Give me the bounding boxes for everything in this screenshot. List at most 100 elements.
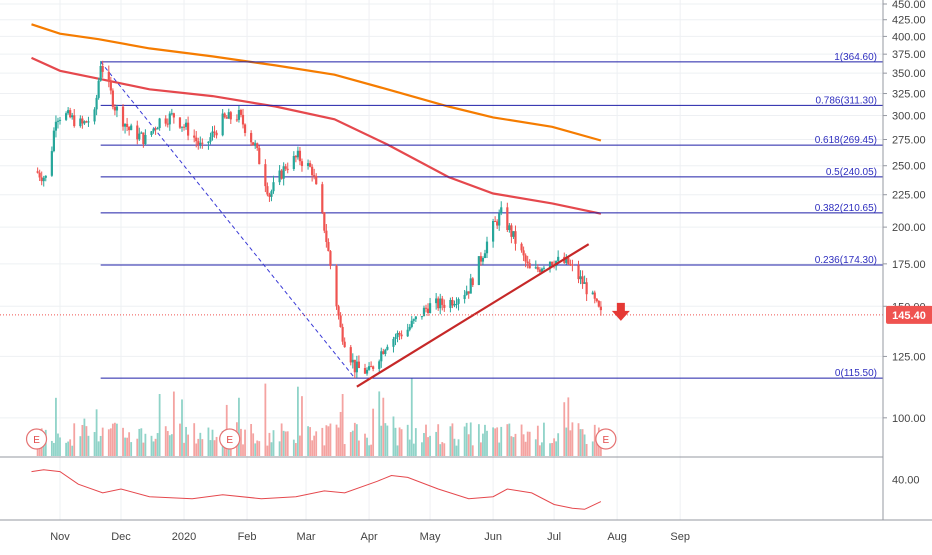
trendline <box>356 243 590 388</box>
time-axis-label: 2020 <box>172 531 196 543</box>
candle-body <box>201 142 204 144</box>
earnings-marker-label: E <box>33 435 40 446</box>
volume-bar <box>471 445 474 456</box>
volume-bar <box>179 423 181 456</box>
candle-body <box>479 256 482 262</box>
volume-bar <box>410 378 413 456</box>
volume-bar <box>154 438 157 456</box>
candle-body <box>408 326 411 330</box>
volume-bar <box>207 427 210 456</box>
oscillator-tick-label: 40.00 <box>892 474 920 486</box>
candle-body <box>67 110 70 114</box>
price-axis-label: 225.00 <box>892 190 926 202</box>
price-axis-label: 300.00 <box>892 111 926 123</box>
candle-body <box>367 366 371 370</box>
candle-body <box>492 221 495 242</box>
volume-bar <box>541 442 543 456</box>
volume-bar <box>201 439 204 456</box>
volume-bar <box>581 429 584 456</box>
volume-bar <box>583 434 586 456</box>
candle-body <box>514 231 517 244</box>
volume-bar <box>565 427 568 456</box>
time-axis-label: May <box>420 531 441 543</box>
candle-body <box>237 110 241 120</box>
volume-bar <box>144 433 147 456</box>
volume-bar <box>423 433 425 456</box>
price-axis-label: 350.00 <box>892 68 926 80</box>
volume-bar <box>67 441 70 456</box>
volume-bar <box>242 444 244 456</box>
volume-bar <box>382 397 385 456</box>
candle-body <box>113 106 116 111</box>
candle-body <box>241 114 245 125</box>
volume-bar <box>181 399 183 456</box>
earnings-marker-icon[interactable] <box>219 428 241 450</box>
candle-body <box>339 315 342 328</box>
volume-bar <box>349 432 352 456</box>
candle-body <box>250 132 253 143</box>
volume-bar <box>571 422 574 456</box>
candle-body <box>93 109 96 122</box>
price-axis-label: 375.00 <box>892 49 926 61</box>
candle-body <box>585 282 588 295</box>
volume-bar <box>311 440 314 456</box>
volume-bar <box>522 434 525 456</box>
candle-body <box>258 148 261 165</box>
earnings-marker-icon[interactable] <box>25 428 48 450</box>
volume-bar <box>372 408 375 456</box>
fib-level-label: 0.618(269.45) <box>815 135 877 146</box>
candle-body <box>477 256 480 285</box>
volume-bar <box>309 427 311 456</box>
volume-bar <box>486 430 488 456</box>
candle-body <box>400 334 403 337</box>
candle-body <box>79 118 82 127</box>
candle-body <box>286 168 289 170</box>
volume-bar <box>254 443 257 456</box>
volume-bar <box>286 431 289 456</box>
volume-bar <box>427 437 429 456</box>
candle-body <box>557 256 560 261</box>
volume-bar <box>313 435 316 456</box>
volume-bar <box>170 434 173 456</box>
volume-bar <box>339 411 342 456</box>
candle-body <box>158 118 161 128</box>
volume-bar <box>83 418 86 456</box>
fib-level-label: 0.5(240.05) <box>826 167 877 178</box>
candle-body <box>313 175 316 177</box>
volume-bar <box>579 429 582 456</box>
candle-body <box>323 212 326 231</box>
volume-bar <box>384 423 387 456</box>
volume-bar <box>526 431 529 456</box>
volume-bar <box>327 426 330 456</box>
volume-bar <box>79 436 82 456</box>
volume-bar <box>93 432 96 456</box>
candle-body <box>197 141 200 145</box>
candle-body <box>282 166 285 179</box>
volume-bar <box>484 424 486 456</box>
candle-body <box>284 166 287 169</box>
candle-body <box>534 267 537 269</box>
volume-bar <box>114 422 116 456</box>
volume-bar <box>394 427 397 456</box>
candle-body <box>225 117 228 119</box>
candle-body <box>168 113 171 125</box>
candle-body <box>99 66 102 81</box>
candle-body <box>107 71 110 82</box>
volume-bar <box>95 409 98 456</box>
candle-body <box>392 338 395 347</box>
candle-body <box>87 121 90 123</box>
candle-body <box>398 332 401 335</box>
earnings-marker-icon[interactable] <box>595 428 617 450</box>
candle-body <box>38 172 41 178</box>
volume-bar <box>152 441 155 456</box>
volume-bar <box>514 433 517 456</box>
candle-body <box>152 128 155 132</box>
candle-body <box>469 278 472 294</box>
volume-bar <box>111 423 114 456</box>
fib-level-label: 0.382(210.65) <box>815 203 877 214</box>
candle-body <box>465 291 468 295</box>
candle-body <box>424 307 428 309</box>
volume-bar <box>366 437 368 456</box>
